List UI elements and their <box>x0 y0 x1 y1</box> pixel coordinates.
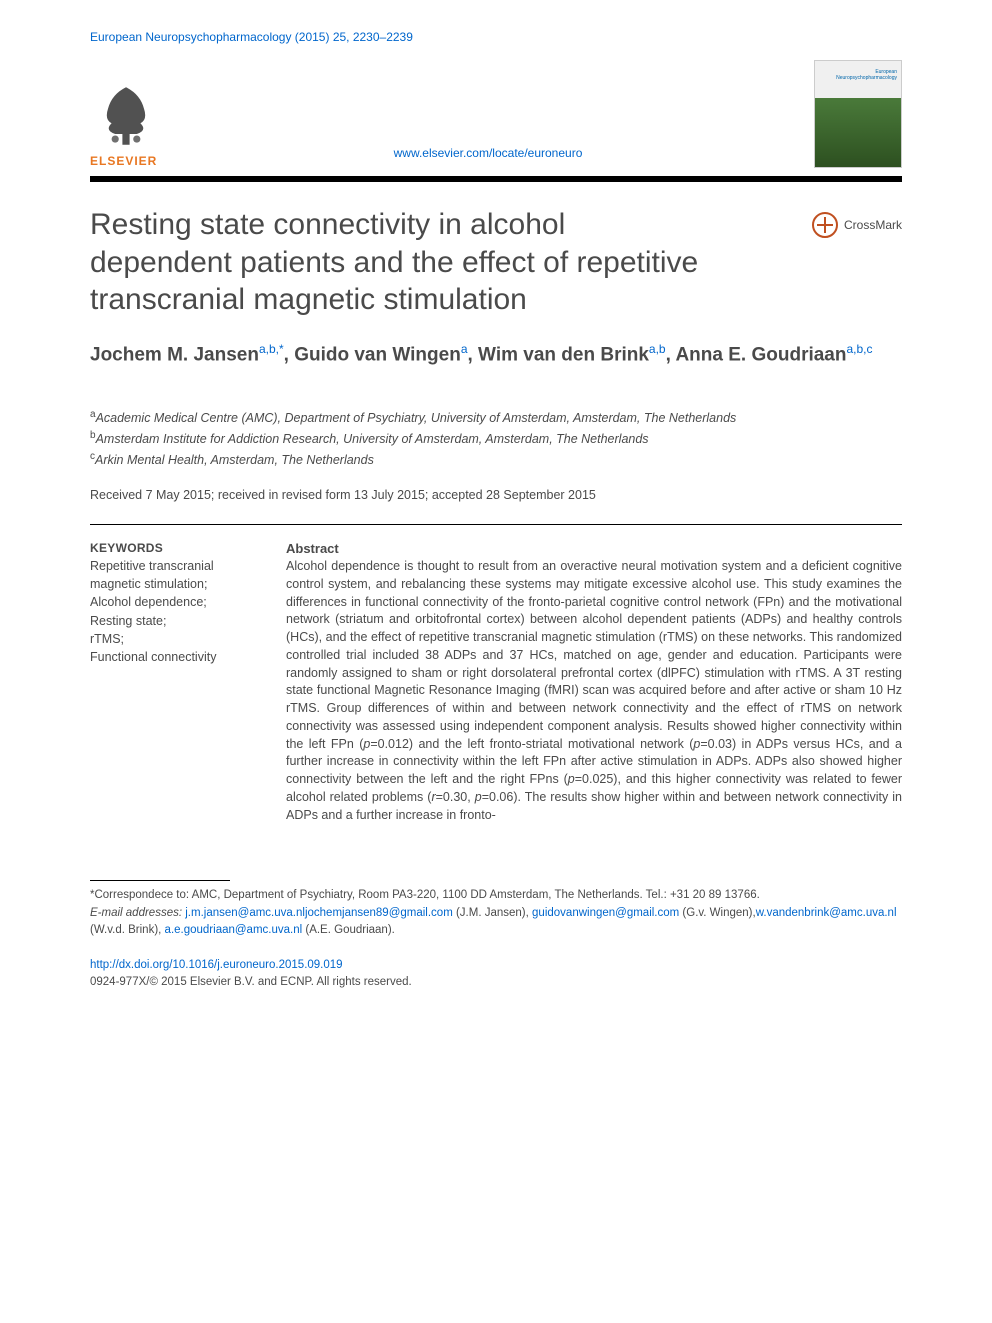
crossmark-badge[interactable]: CrossMark <box>812 212 902 238</box>
abstract-text: Alcohol dependence is thought to result … <box>286 558 902 824</box>
journal-cover-thumbnail[interactable]: European Neuropsychopharmacology <box>814 60 902 168</box>
header-rule <box>90 176 902 182</box>
body-columns: KEYWORDS Repetitive transcranial magneti… <box>90 541 902 824</box>
title-row: Resting state connectivity in alcohol de… <box>90 206 902 319</box>
article-title: Resting state connectivity in alcohol de… <box>90 206 710 319</box>
body-top-rule <box>90 524 902 525</box>
header-row: ELSEVIER www.elsevier.com/locate/euroneu… <box>90 60 902 168</box>
crossmark-icon <box>812 212 838 238</box>
affiliations: aAcademic Medical Centre (AMC), Departme… <box>90 407 902 470</box>
journal-cover-title: European Neuropsychopharmacology <box>815 69 897 81</box>
abstract-column: Abstract Alcohol dependence is thought t… <box>286 541 902 824</box>
elsevier-tree-icon <box>90 80 162 152</box>
article-dates: Received 7 May 2015; received in revised… <box>90 488 902 502</box>
publisher-logo-text: ELSEVIER <box>90 154 157 168</box>
journal-homepage-link[interactable]: www.elsevier.com/locate/euroneuro <box>162 146 814 168</box>
keywords-list: Repetitive transcranial magnetic stimula… <box>90 557 258 666</box>
copyright-line: 0924-977X/© 2015 Elsevier B.V. and ECNP.… <box>90 976 412 988</box>
publisher-logo[interactable]: ELSEVIER <box>90 80 162 168</box>
doi-block: http://dx.doi.org/10.1016/j.euroneuro.20… <box>90 957 902 992</box>
keywords-heading: KEYWORDS <box>90 541 258 555</box>
correspondence-block: *Correspondece to: AMC, Department of Ps… <box>90 887 902 939</box>
doi-link[interactable]: http://dx.doi.org/10.1016/j.euroneuro.20… <box>90 959 343 971</box>
journal-reference: European Neuropsychopharmacology (2015) … <box>90 30 902 44</box>
keywords-column: KEYWORDS Repetitive transcranial magneti… <box>90 541 258 824</box>
abstract-heading: Abstract <box>286 541 902 556</box>
crossmark-label: CrossMark <box>844 218 902 232</box>
authors-list: Jochem M. Jansena,b,*, Guido van Wingena… <box>90 341 902 368</box>
footnote-rule <box>90 880 230 881</box>
